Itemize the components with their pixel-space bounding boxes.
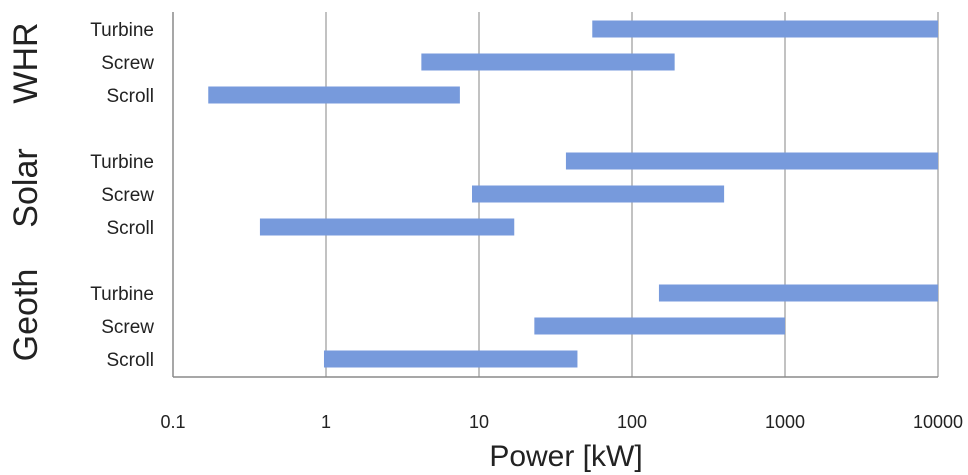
- axes: [172, 12, 938, 378]
- bar-solar-scroll: [259, 218, 515, 236]
- labels: 0.1 1 10 100 1000 10000 Turbine Screw Scroll Turb…: [7, 20, 963, 432]
- x-tick-label: 10: [469, 412, 489, 432]
- bar-solar-turbine: [565, 152, 938, 170]
- category-label: Turbine: [90, 152, 154, 173]
- category-label: Scroll: [106, 350, 154, 371]
- category-label: Screw: [101, 185, 154, 206]
- group-label-geoth: Geoth: [7, 269, 45, 362]
- x-tick-label: 10000: [913, 412, 963, 432]
- bars: [208, 20, 938, 368]
- x-tick-label: 100: [617, 412, 647, 432]
- bar-whr-turbine: [592, 20, 938, 38]
- category-label: Scroll: [106, 218, 154, 239]
- category-label: Turbine: [90, 284, 154, 305]
- category-label: Screw: [101, 53, 154, 74]
- category-label: Scroll: [106, 86, 154, 107]
- x-tick-label: 0.1: [160, 412, 185, 432]
- x-tick-label: 1000: [765, 412, 805, 432]
- x-tick-label: 1: [321, 412, 331, 432]
- bar-geoth-screw: [534, 317, 785, 335]
- group-label-solar: Solar: [7, 148, 45, 227]
- bar-geoth-turbine: [658, 284, 938, 302]
- category-label: Turbine: [90, 20, 154, 41]
- bar-whr-scroll: [208, 86, 460, 104]
- bar-whr-screw: [421, 53, 675, 71]
- group-label-whr: WHR: [7, 22, 45, 103]
- x-axis-title: Power [kW]: [489, 440, 642, 473]
- bar-solar-screw: [471, 185, 725, 203]
- category-label: Screw: [101, 317, 154, 338]
- bar-geoth-scroll: [323, 350, 578, 368]
